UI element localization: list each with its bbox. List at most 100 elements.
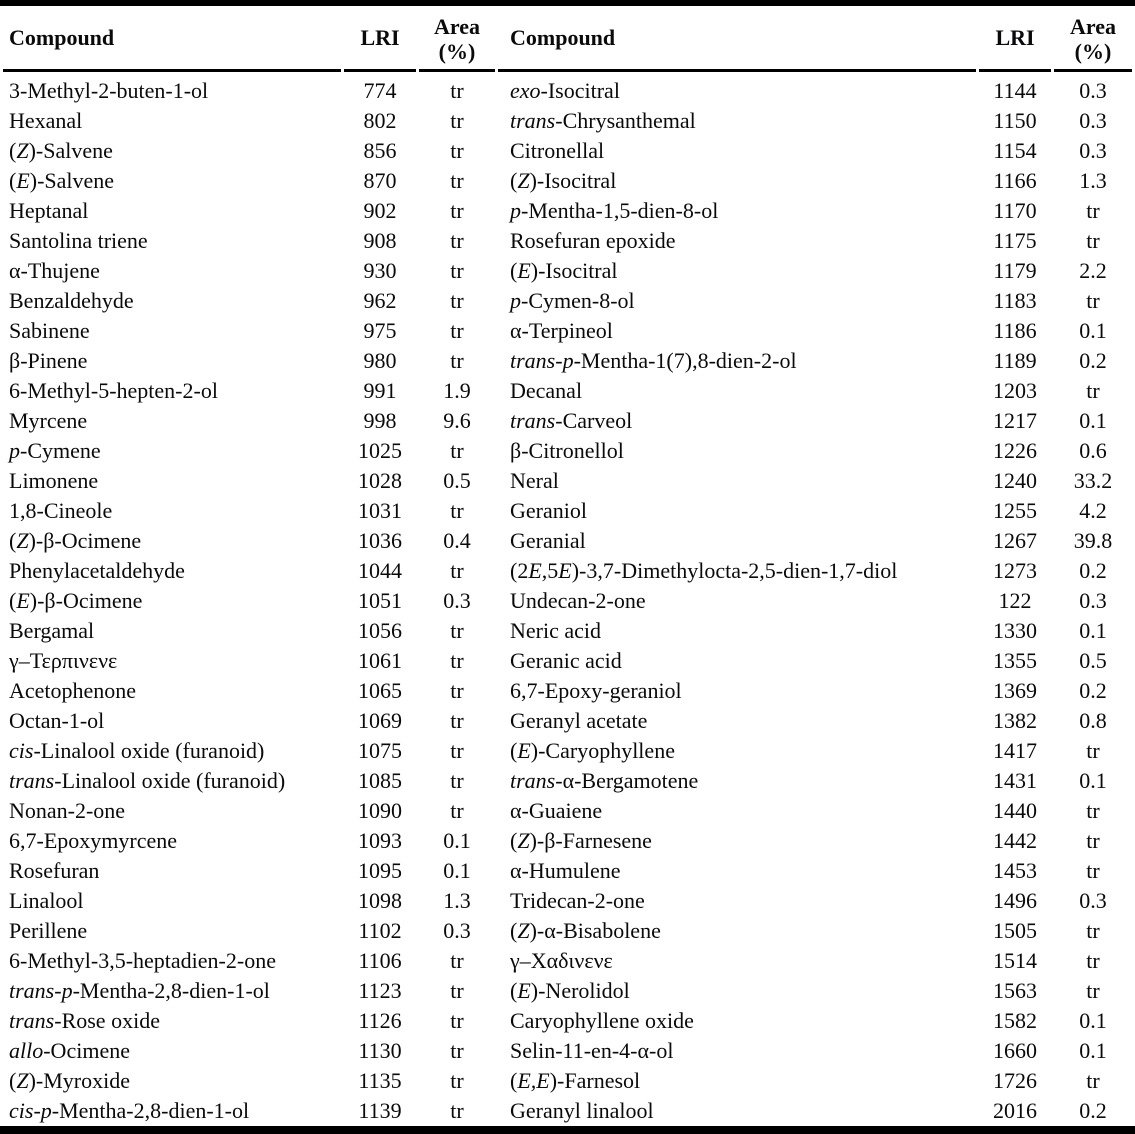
area-value-left: 0.3	[443, 588, 471, 613]
compound-name-left: 6,7-Epoxymyrcene	[9, 828, 177, 853]
lri-value-right: 1166	[993, 168, 1037, 193]
compound-name-left: Phenylacetaldehyde	[9, 558, 185, 583]
compound-name-left: Perillene	[9, 918, 88, 943]
compound-name-right: Geranyl linalool	[510, 1098, 654, 1123]
area-value-left: tr	[450, 318, 464, 343]
table-row: trans-Rose oxide 1126 tr Caryophyllene oxid…	[3, 1006, 1132, 1036]
compound-name-left: (E)-Salvene	[9, 168, 115, 193]
lri-value-left: 870	[363, 168, 397, 193]
area-value-right: 0.2	[1079, 678, 1107, 703]
table-row: Sabinene 975 tr α-Terpineol 1186 0.1	[3, 316, 1132, 346]
area-value-left: tr	[450, 258, 464, 283]
lri-value-left: 975	[363, 318, 397, 343]
lri-value-left: 1135	[358, 1068, 402, 1093]
area-value-right: tr	[1086, 858, 1100, 883]
area-value-right: tr	[1086, 828, 1100, 853]
table-row: β-Pinene 980 tr trans-p-Mentha-1(7),8-dien-…	[3, 346, 1132, 376]
area-value-left: tr	[450, 738, 464, 763]
table-row: p-Cymene 1025 tr β-Citronellol 1226 0.6	[3, 436, 1132, 466]
table-row: 6-Methyl-3,5-heptadien-2-one 1106 tr γ–Χαδι…	[3, 946, 1132, 976]
area-value-left: tr	[450, 768, 464, 793]
compound-name-left: cis-Linalool oxide (furanoid)	[9, 738, 265, 763]
table-row: Limonene 1028 0.5 Neral 1240 33.2	[3, 466, 1132, 496]
header-lri-right: LRI	[979, 6, 1051, 72]
compound-name-left: Benzaldehyde	[9, 288, 134, 313]
table-row: (Z)-β-Ocimene 1036 0.4 Geranial 1267 39.8	[3, 526, 1132, 556]
compound-name-right: Geraniol	[510, 498, 587, 523]
area-value-right: 0.2	[1079, 348, 1107, 373]
table-row: 6,7-Epoxymyrcene 1093 0.1 (Z)-β-Farnesene 14…	[3, 826, 1132, 856]
lri-value-right: 2016	[993, 1098, 1037, 1123]
compound-name-left: 6-Methyl-3,5-heptadien-2-one	[9, 948, 276, 973]
compound-name-left: Octan-1-ol	[9, 708, 105, 733]
lri-value-left: 1056	[358, 618, 402, 643]
compound-name-left: Bergamal	[9, 618, 95, 643]
area-value-left: tr	[450, 1068, 464, 1093]
compound-name-right: (E)-Caryophyllene	[510, 738, 675, 763]
lri-value-left: 1095	[358, 858, 402, 883]
area-value-left: tr	[450, 618, 464, 643]
lri-value-left: 1130	[358, 1038, 402, 1063]
compound-name-left: Santolina triene	[9, 228, 148, 253]
area-value-right: tr	[1086, 1068, 1100, 1093]
lri-value-right: 1505	[993, 918, 1037, 943]
area-value-left: tr	[450, 1038, 464, 1063]
table-row: Rosefuran 1095 0.1 α-Humulene 1453 tr	[3, 856, 1132, 886]
lri-value-left: 998	[363, 408, 397, 433]
compound-name-right: Selin-11-en-4-α-ol	[510, 1038, 674, 1063]
area-value-left: tr	[450, 78, 464, 103]
area-value-right: 0.3	[1079, 588, 1107, 613]
area-value-left: tr	[450, 798, 464, 823]
compound-name-right: trans-α-Bergamotene	[510, 768, 699, 793]
compound-name-left: (Z)-Myroxide	[9, 1068, 130, 1093]
compound-name-left: (E)-β-Ocimene	[9, 588, 143, 613]
lri-value-left: 1085	[358, 768, 402, 793]
area-value-right: 4.2	[1079, 498, 1107, 523]
lri-value-left: 908	[363, 228, 397, 253]
compound-name-right: trans-p-Mentha-1(7),8-dien-2-ol	[510, 348, 797, 373]
compound-name-left: (Z)-β-Ocimene	[9, 528, 142, 553]
compound-name-left: β-Pinene	[9, 348, 88, 373]
area-value-left: 1.9	[443, 378, 471, 403]
area-value-left: tr	[450, 198, 464, 223]
lri-value-left: 1139	[358, 1098, 402, 1123]
lri-value-right: 1355	[993, 648, 1037, 673]
area-value-left: tr	[450, 648, 464, 673]
compound-name-left: γ–Τερπινενε	[9, 648, 118, 673]
header-area-right: Area (%)	[1054, 6, 1132, 72]
compound-name-right: Citronellal	[510, 138, 605, 163]
area-value-right: tr	[1086, 378, 1100, 403]
compound-name-left: Sabinene	[9, 318, 90, 343]
compound-name-right: Rosefuran epoxide	[510, 228, 676, 253]
area-value-left: tr	[450, 558, 464, 583]
compound-name-right: Geranyl acetate	[510, 708, 648, 733]
table-row: Myrcene 998 9.6 trans-Carveol 1217 0.1	[3, 406, 1132, 436]
area-value-right: 0.5	[1079, 648, 1107, 673]
lri-value-left: 991	[363, 378, 397, 403]
compound-name-right: (E,E)-Farnesol	[510, 1068, 641, 1093]
lri-value-left: 1069	[358, 708, 402, 733]
lri-value-right: 1726	[993, 1068, 1037, 1093]
header-compound-left: Compound	[3, 6, 341, 72]
area-value-right: 1.3	[1079, 168, 1107, 193]
compound-name-right: Undecan-2-one	[510, 588, 646, 613]
lri-value-left: 1106	[358, 948, 402, 973]
compound-name-right: (E)-Isocitral	[510, 258, 618, 283]
compound-name-left: Linalool	[9, 888, 84, 913]
lri-value-right: 1382	[993, 708, 1037, 733]
lri-value-right: 1144	[993, 78, 1037, 103]
compounds-table: Compound LRI Area (%) Compound LRI Area (%…	[0, 6, 1135, 1126]
table-row: cis-Linalool oxide (furanoid) 1075 tr (E)-C…	[3, 736, 1132, 766]
compound-name-left: Nonan-2-one	[9, 798, 126, 823]
compound-name-right: (E)-Nerolidol	[510, 978, 630, 1003]
lri-value-right: 1175	[993, 228, 1037, 253]
lri-value-right: 1563	[993, 978, 1037, 1003]
lri-value-right: 122	[998, 588, 1032, 613]
compound-name-left: Acetophenone	[9, 678, 137, 703]
lri-value-right: 1453	[993, 858, 1037, 883]
lri-value-left: 1065	[358, 678, 402, 703]
compound-name-right: β-Citronellol	[510, 438, 624, 463]
area-value-left: tr	[450, 438, 464, 463]
compound-name-right: α-Guaiene	[510, 798, 603, 823]
table-row: Acetophenone 1065 tr 6,7-Epoxy-geraniol 1369…	[3, 676, 1132, 706]
